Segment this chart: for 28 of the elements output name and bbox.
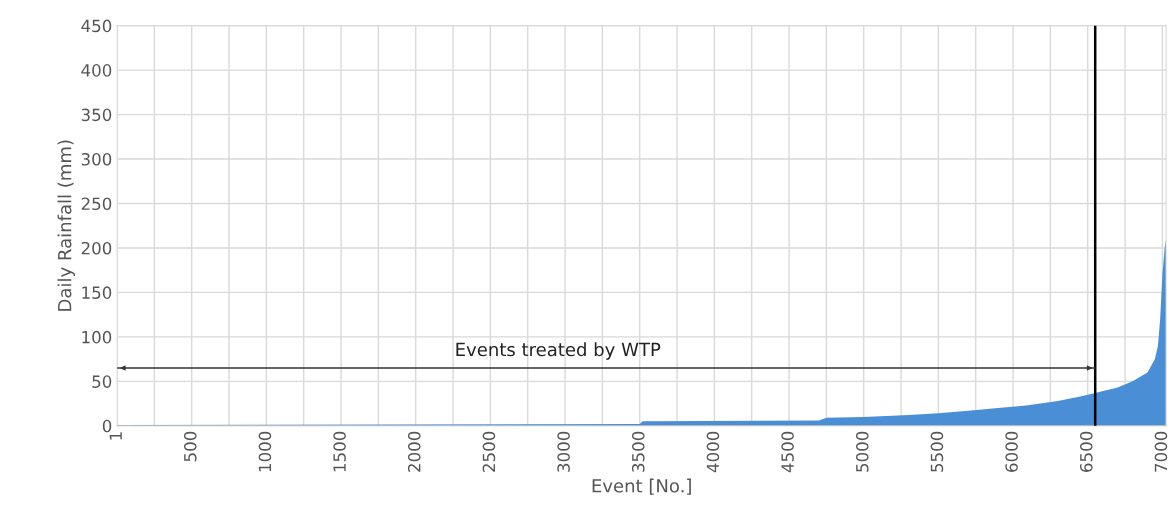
y-tick-label: 0 (102, 419, 112, 433)
x-tick-label: 3000 (557, 431, 570, 472)
y-tick-label: 50 (92, 375, 112, 388)
x-tick-label: 1 (109, 432, 122, 440)
y-tick-label: 300 (81, 152, 112, 166)
x-axis-title: Event [No.] (592, 478, 691, 495)
x-tick-label: 4000 (706, 431, 720, 473)
x-tick-label: 7000 (1154, 431, 1168, 472)
y-tick-label: 350 (81, 108, 112, 122)
x-tick-label: 6000 (1005, 431, 1018, 472)
x-tick-label: 4500 (781, 431, 794, 473)
annotation: Events treated by WTP (456, 342, 661, 360)
y-tick-label: 150 (82, 286, 112, 299)
x-tick-label: 5000 (855, 431, 869, 472)
x-tick-label: 5500 (930, 431, 944, 472)
y-tick-label: 450 (81, 19, 112, 33)
y-tick-label: 100 (82, 330, 112, 344)
y-tick-label: 250 (81, 197, 112, 211)
y-tick-label: 200 (81, 241, 112, 255)
x-tick-label: 2000 (407, 431, 421, 472)
y-axis-title: Daily Rainfall (mm) (57, 140, 75, 311)
x-tick-label: 1500 (333, 431, 346, 472)
y-tick-label: 400 (81, 64, 112, 77)
x-tick-label: 1000 (258, 431, 272, 472)
x-tick-label: 3500 (631, 431, 645, 472)
x-tick-label: 2500 (482, 431, 496, 472)
x-tick-label: 500 (183, 431, 197, 462)
x-tick-label: 6500 (1079, 431, 1093, 472)
